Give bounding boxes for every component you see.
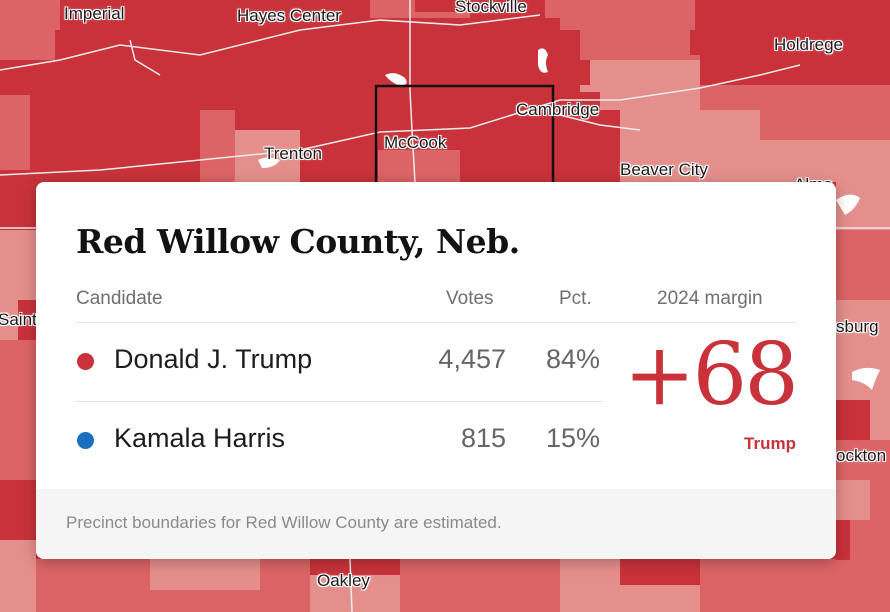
candidate-votes: 815 — [460, 423, 506, 453]
header-margin: 2024 margin — [657, 288, 763, 309]
header-candidate: Candidate — [76, 288, 163, 309]
row-divider — [76, 401, 603, 402]
candidate-name: Donald J. Trump — [114, 344, 313, 374]
place-label-sburg: sburg — [836, 317, 879, 336]
water-bodies — [258, 48, 880, 390]
candidate-pct: 84% — [545, 344, 600, 374]
candidate-name: Kamala Harris — [114, 423, 286, 453]
harris-color-dot — [77, 432, 94, 449]
place-label-imperial: Imperial — [64, 4, 125, 23]
header-pct: Pct. — [559, 288, 592, 309]
header-votes: Votes — [446, 288, 494, 309]
place-label-saint: Saint — [0, 310, 37, 329]
place-label-beaver-city: Beaver City — [620, 160, 708, 179]
card-footer: Precinct boundaries for Red Willow Count… — [36, 489, 836, 559]
county-title: Red Willow County, Neb. — [76, 222, 520, 261]
place-label-ockton: ockton — [836, 446, 887, 465]
header-divider — [76, 322, 796, 323]
place-label-mccook: McCook — [384, 133, 447, 152]
place-label-holdrege: Holdrege — [774, 35, 843, 54]
place-label-cambridge: Cambridge — [516, 100, 600, 119]
margin-value: +68 — [623, 325, 799, 425]
footnote: Precinct boundaries for Red Willow Count… — [66, 513, 502, 532]
margin-winner-label: Trump — [744, 434, 796, 453]
red-willow-county-outline[interactable] — [374, 84, 555, 182]
place-label-oakley: Oakley — [317, 571, 370, 590]
results-card: Red Willow County, Neb. Candidate Votes … — [36, 182, 836, 559]
candidate-votes: 4,457 — [438, 344, 506, 374]
place-label-stockville: Stockville — [455, 0, 527, 16]
trump-color-dot — [77, 353, 94, 370]
place-label-trenton: Trenton — [264, 144, 322, 163]
place-label-hayes-center: Hayes Center — [237, 6, 341, 25]
candidate-pct: 15% — [545, 423, 600, 453]
